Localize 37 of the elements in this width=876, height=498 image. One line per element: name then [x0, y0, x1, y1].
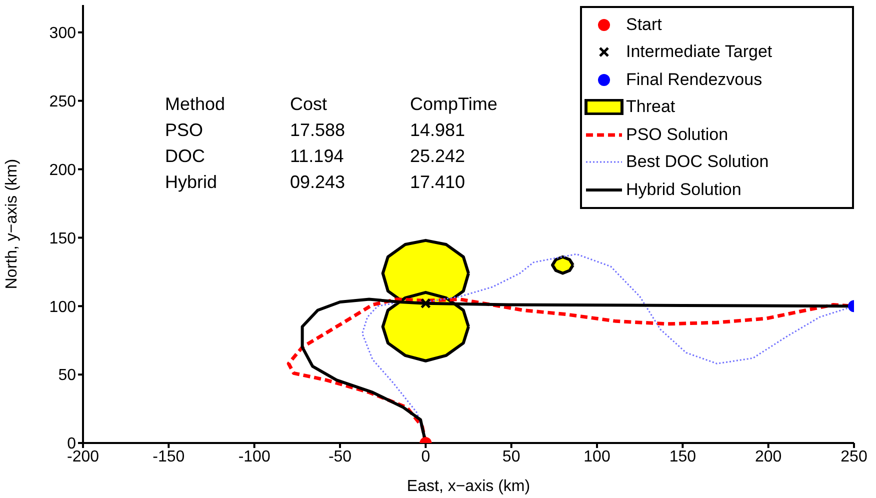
x-tick-label: -150: [152, 448, 185, 466]
annotation: 17.410: [410, 172, 466, 193]
x-tick-label: 50: [502, 448, 520, 466]
legend-label: Best DOC Solution: [626, 152, 769, 172]
x-tick-label: -100: [238, 448, 270, 466]
x-axis-title: East, x−axis (km): [406, 478, 530, 495]
annotation: PSO: [165, 120, 204, 141]
legend-label: Start: [626, 14, 662, 35]
y-tick-label: 150: [49, 230, 76, 248]
annotation: 11.194: [290, 146, 344, 167]
y-tick-label: 250: [49, 93, 76, 110]
annotation: Cost: [290, 94, 328, 115]
x-tick-label: 250: [840, 448, 868, 466]
x-tick-label: -200: [66, 448, 100, 466]
legend-label: PSO Solution: [626, 124, 728, 145]
y-tick-label: 300: [49, 25, 76, 42]
y-axis-title: North, y−axis (km): [4, 158, 21, 290]
x-tick-label: 0: [421, 448, 430, 466]
x-tick-label: -50: [328, 448, 352, 466]
x-tick-label: 150: [669, 448, 696, 466]
legend-label: Threat: [626, 97, 676, 118]
annotation: 14.981: [410, 120, 466, 141]
annotation: Hybrid: [165, 172, 218, 193]
annotation: 17.588: [290, 120, 346, 141]
annotation: CompTime: [410, 94, 498, 115]
x-tick-label: 200: [754, 448, 782, 466]
annotation: 09.243: [290, 172, 346, 193]
annotation: 25.242: [410, 146, 466, 167]
y-tick-label: 200: [49, 162, 76, 179]
y-tick-label: 50: [58, 367, 76, 384]
annotation: DOC: [165, 146, 205, 167]
legend-label: Final Rendezvous: [626, 70, 762, 90]
legend-label: Hybrid Solution: [626, 180, 742, 200]
x-tick-label: 100: [584, 448, 610, 466]
y-tick-label: 100: [49, 298, 76, 316]
annotation: Method: [165, 94, 226, 115]
legend-label: Intermediate Target: [626, 42, 772, 62]
